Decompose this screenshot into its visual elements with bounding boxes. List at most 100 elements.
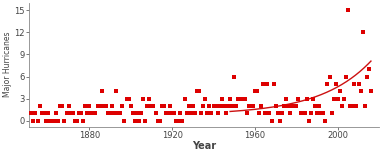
Point xyxy=(349,105,355,107)
Point xyxy=(177,112,183,115)
Point xyxy=(256,112,262,115)
Point xyxy=(285,105,291,107)
Point xyxy=(353,105,359,107)
Point xyxy=(212,105,219,107)
Point xyxy=(130,112,136,115)
Point xyxy=(184,112,190,115)
Point xyxy=(181,97,188,100)
Point xyxy=(155,120,161,122)
Point xyxy=(37,105,43,107)
Point xyxy=(40,112,47,115)
Point xyxy=(53,112,59,115)
Point xyxy=(119,105,125,107)
Point xyxy=(250,105,256,107)
Point xyxy=(260,83,266,85)
Point xyxy=(180,120,186,122)
Point xyxy=(190,105,196,107)
Point xyxy=(26,112,32,115)
Point xyxy=(99,90,105,93)
Point xyxy=(219,97,225,100)
Point xyxy=(198,112,204,115)
Point xyxy=(159,105,165,107)
Point xyxy=(291,105,297,107)
Point xyxy=(144,105,151,107)
Point xyxy=(356,83,362,85)
Point xyxy=(163,112,169,115)
Point xyxy=(244,112,250,115)
Point xyxy=(92,112,99,115)
Point xyxy=(202,97,208,100)
Point xyxy=(359,31,366,34)
Point xyxy=(269,120,275,122)
Point xyxy=(59,105,65,107)
Point xyxy=(47,120,53,122)
Point xyxy=(223,112,229,115)
Point xyxy=(283,97,289,100)
Point xyxy=(111,112,117,115)
Point xyxy=(186,105,192,107)
Point xyxy=(333,83,339,85)
Point xyxy=(314,112,320,115)
Point xyxy=(105,112,111,115)
Point xyxy=(231,75,237,78)
Point xyxy=(134,112,140,115)
Point xyxy=(68,112,74,115)
Point xyxy=(339,105,345,107)
Point xyxy=(318,112,324,115)
Point xyxy=(368,90,374,93)
Point xyxy=(115,112,121,115)
Point xyxy=(210,105,217,107)
Point xyxy=(152,112,159,115)
Point xyxy=(200,105,206,107)
Point xyxy=(70,112,76,115)
Point xyxy=(320,112,326,115)
Point xyxy=(157,120,163,122)
Point xyxy=(123,97,129,100)
Point xyxy=(221,105,227,107)
Point xyxy=(165,112,171,115)
Point xyxy=(97,105,103,107)
Point xyxy=(246,105,252,107)
Point xyxy=(215,112,221,115)
Point xyxy=(74,120,80,122)
Point xyxy=(277,120,283,122)
Point xyxy=(279,112,285,115)
Point xyxy=(337,90,343,93)
Point xyxy=(299,112,306,115)
Point xyxy=(241,97,248,100)
Point xyxy=(341,97,347,100)
Point xyxy=(28,112,34,115)
Point xyxy=(146,97,152,100)
Point xyxy=(252,90,258,93)
Point xyxy=(188,112,194,115)
Point xyxy=(84,112,90,115)
Point xyxy=(142,120,148,122)
Point xyxy=(235,97,241,100)
Point xyxy=(171,112,177,115)
Point xyxy=(324,83,330,85)
Point xyxy=(43,120,49,122)
Point xyxy=(107,112,113,115)
Point xyxy=(312,105,318,107)
Point xyxy=(264,83,270,85)
Point xyxy=(281,105,287,107)
Point xyxy=(327,75,333,78)
Point xyxy=(88,112,94,115)
Point xyxy=(82,105,88,107)
Point xyxy=(30,120,36,122)
Point xyxy=(343,75,349,78)
Point xyxy=(49,120,55,122)
Point xyxy=(121,120,128,122)
Point xyxy=(45,112,51,115)
Point xyxy=(304,97,310,100)
Point xyxy=(32,112,39,115)
Point xyxy=(72,120,78,122)
Point xyxy=(270,83,277,85)
Point xyxy=(335,97,341,100)
Point xyxy=(94,105,100,107)
Point xyxy=(117,112,123,115)
Point xyxy=(175,120,181,122)
Point xyxy=(204,112,210,115)
Point xyxy=(273,105,279,107)
Point xyxy=(132,120,138,122)
